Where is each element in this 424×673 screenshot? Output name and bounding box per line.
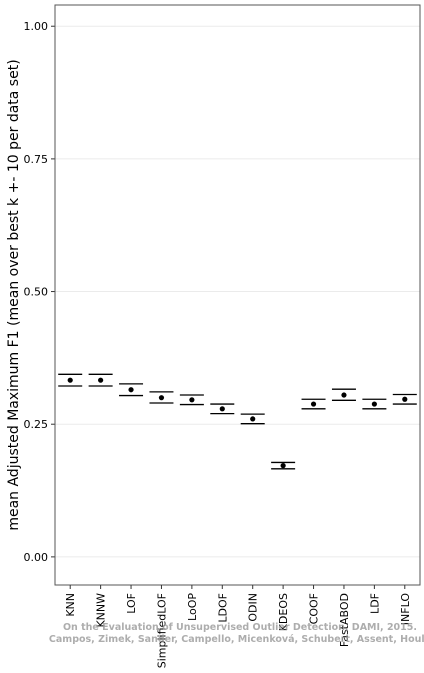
y-tick-label: 0.00 bbox=[24, 551, 49, 564]
point bbox=[189, 397, 195, 403]
watermark: On the Evaluation of Unsupervised Outlie… bbox=[63, 622, 417, 633]
point bbox=[219, 406, 225, 412]
point bbox=[402, 396, 408, 402]
watermark: Campos, Zimek, Sander, Campello, Micenko… bbox=[49, 634, 424, 645]
x-tick-label: FastABOD bbox=[338, 593, 351, 647]
x-tick-label: LDOF bbox=[216, 593, 229, 623]
y-tick-label: 0.50 bbox=[24, 286, 49, 299]
point bbox=[67, 377, 73, 383]
x-tick-label: LOF bbox=[125, 593, 138, 614]
x-tick-label: KNNW bbox=[95, 593, 108, 628]
y-tick-label: 0.25 bbox=[24, 418, 49, 431]
x-tick-label: KDEOS bbox=[277, 593, 290, 631]
point bbox=[128, 387, 134, 393]
point bbox=[341, 392, 347, 398]
point bbox=[158, 395, 165, 401]
point bbox=[310, 401, 317, 407]
point bbox=[98, 377, 104, 383]
x-tick-label: LDF bbox=[368, 593, 381, 614]
point bbox=[250, 416, 256, 422]
y-tick-label: 0.75 bbox=[24, 153, 49, 166]
x-tick-label: COOF bbox=[308, 593, 321, 624]
y-tick-label: 1.00 bbox=[24, 20, 49, 33]
plot-border bbox=[54, 4, 421, 586]
point bbox=[371, 401, 377, 407]
x-tick-label: INFLO bbox=[399, 593, 412, 626]
x-tick-label: KNN bbox=[64, 593, 77, 617]
x-tick-label: ODIN bbox=[247, 593, 260, 622]
x-tick-label: SimplifiedLOF bbox=[155, 593, 168, 668]
point bbox=[280, 463, 286, 469]
x-tick-label: LoOP bbox=[186, 593, 199, 621]
y-axis-title: mean Adjusted Maximum F1 (mean over best… bbox=[6, 59, 22, 530]
